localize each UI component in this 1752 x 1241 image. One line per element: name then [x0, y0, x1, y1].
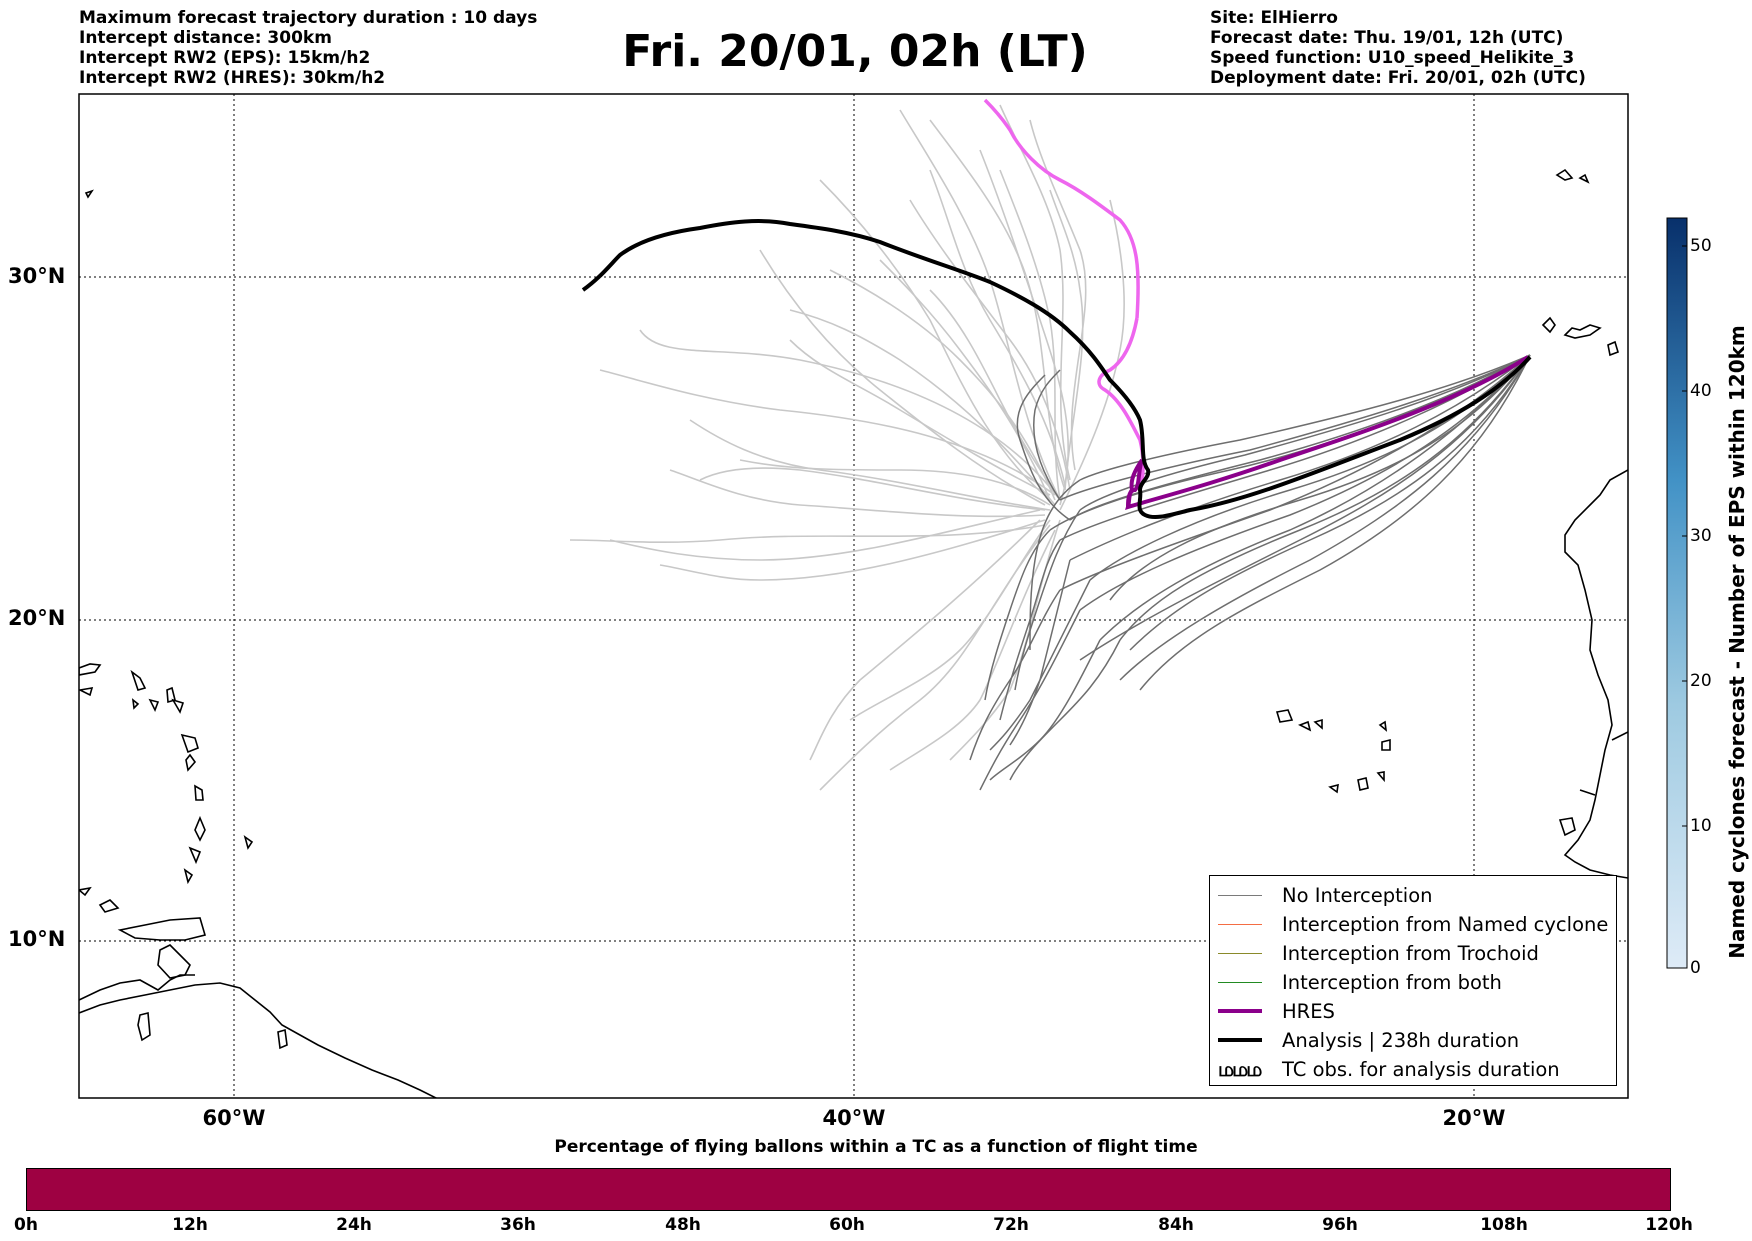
lon-label: 60°W: [202, 1106, 266, 1130]
colorbar-tick-label: 20: [1690, 671, 1712, 691]
header-line: Intercept RW2 (EPS): 15km/h2: [79, 48, 371, 68]
header-line: Forecast date: Thu. 19/01, 12h (UTC): [1210, 28, 1564, 48]
legend-swatch: [1218, 952, 1262, 954]
bottom-tick-label: 120h: [1645, 1215, 1693, 1235]
colorbar-right: [1666, 217, 1688, 969]
lon-label: 20°W: [1442, 1106, 1506, 1130]
colorbar-tick-label: 50: [1690, 236, 1712, 256]
analysis-track: [581, 219, 1532, 520]
colorbar-tick-label: 30: [1690, 526, 1712, 546]
lon-label: 40°W: [822, 1106, 886, 1130]
header-line: Intercept distance: 300km: [79, 28, 332, 48]
map-legend: No Interception Interception from Named …: [1209, 875, 1617, 1086]
bottom-tick-label: 36h: [500, 1215, 536, 1235]
lat-label: 10°N: [8, 927, 66, 951]
legend-swatch: [1218, 923, 1262, 925]
legend-label: TC obs. for analysis duration: [1282, 1057, 1560, 1081]
colorbar-tick-label: 10: [1690, 816, 1712, 836]
colorbar-right-ticks: [1682, 245, 1687, 827]
header-info-left: Maximum forecast trajectory duration : 1…: [79, 8, 537, 88]
legend-item: Interception from Named cyclone: [1218, 910, 1608, 938]
hres-track-early: [983, 98, 1140, 319]
legend-item: Interception from both: [1218, 968, 1502, 996]
header-line: Maximum forecast trajectory duration : 1…: [79, 8, 538, 28]
bottom-tick-label: 12h: [172, 1215, 208, 1235]
ensemble-tracks-light: [569, 104, 1125, 791]
colorbar-tick-label: 40: [1690, 381, 1712, 401]
legend-swatch: [1218, 894, 1262, 896]
legend-swatch: [1218, 1038, 1262, 1042]
coastlines: [79, 168, 1628, 1098]
legend-item: மமம TC obs. for analysis duration: [1218, 1055, 1560, 1083]
legend-label: Interception from Trochoid: [1282, 941, 1539, 965]
tc-symbol-icon: மமம: [1218, 1057, 1262, 1081]
bottom-tick-label: 72h: [993, 1215, 1029, 1235]
bottom-tick-label: 24h: [336, 1215, 372, 1235]
legend-item: Interception from Trochoid: [1218, 939, 1539, 967]
bottom-colorbar: [26, 1168, 1671, 1211]
header-line: Speed function: U10_speed_Helikite_3: [1210, 48, 1575, 68]
legend-swatch: [1218, 1009, 1262, 1013]
header-info-right: Site: ElHierro Forecast date: Thu. 19/01…: [1210, 8, 1586, 88]
legend-label: Interception from both: [1282, 970, 1502, 994]
header-line: Intercept RW2 (HRES): 30km/h2: [79, 68, 386, 88]
lat-label: 20°N: [8, 606, 66, 630]
header-line: Deployment date: Fri. 20/01, 02h (UTC): [1210, 68, 1586, 88]
ensemble-tracks-no-interception: [969, 354, 1531, 791]
bottom-tick-label: 48h: [665, 1215, 701, 1235]
header-line: Site: ElHierro: [1210, 8, 1338, 28]
legend-item: Analysis | 238h duration: [1218, 1026, 1519, 1054]
hres-track: [1125, 355, 1530, 511]
colorbar-right-label: Named cyclones forecast - Number of EPS …: [1725, 325, 1749, 959]
legend-item: No Interception: [1218, 881, 1433, 909]
bottom-colorbar-title: Percentage of flying ballons within a TC…: [554, 1137, 1198, 1157]
bottom-tick-label: 96h: [1322, 1215, 1358, 1235]
legend-label: HRES: [1282, 999, 1335, 1023]
map-title: Fri. 20/01, 02h (LT): [622, 26, 1088, 77]
legend-item: HRES: [1218, 997, 1335, 1025]
legend-label: Analysis | 238h duration: [1282, 1028, 1520, 1052]
bottom-tick-label: 0h: [14, 1215, 38, 1235]
legend-swatch: [1218, 981, 1262, 983]
legend-label: Interception from Named cyclone: [1282, 912, 1609, 936]
bottom-tick-label: 60h: [829, 1215, 865, 1235]
colorbar-tick-label: 0: [1690, 958, 1701, 978]
legend-label: No Interception: [1282, 883, 1433, 907]
lat-label: 30°N: [8, 264, 66, 288]
map-frame: [78, 93, 1629, 1099]
bottom-tick-label: 108h: [1480, 1215, 1528, 1235]
bottom-tick-label: 84h: [1158, 1215, 1194, 1235]
